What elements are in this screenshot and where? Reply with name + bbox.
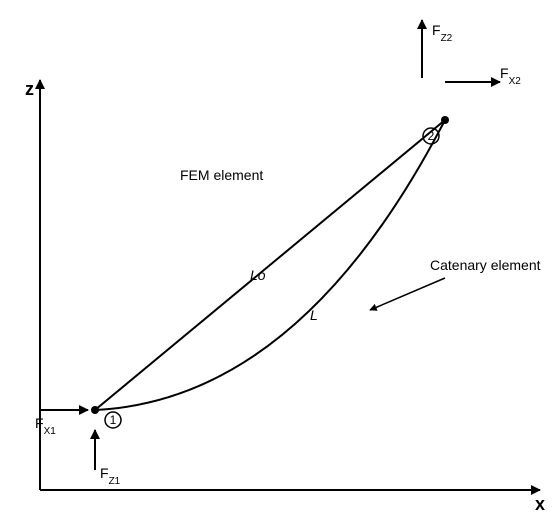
force-label-Fz1: FZ1	[100, 465, 121, 487]
node-n1	[91, 406, 99, 414]
catenary-element-label: Catenary element	[430, 257, 541, 273]
catenary-length-label: L	[310, 307, 318, 323]
catenary-pointer-arrow	[370, 278, 445, 310]
z-axis-label: z	[25, 79, 34, 99]
fem-length-label: Lo	[250, 267, 266, 283]
fem-element	[95, 120, 445, 410]
fem-element-label: FEM element	[180, 167, 263, 183]
x-axis-label: x	[535, 494, 545, 514]
node-badge-label-n2: 2	[428, 129, 435, 143]
node-n2	[441, 116, 449, 124]
node-badge-label-n1: 1	[110, 413, 117, 427]
force-label-Fx1: FX1	[35, 415, 56, 437]
force-label-Fz2: FZ2	[432, 22, 453, 44]
force-label-Fx2: FX2	[500, 65, 521, 87]
